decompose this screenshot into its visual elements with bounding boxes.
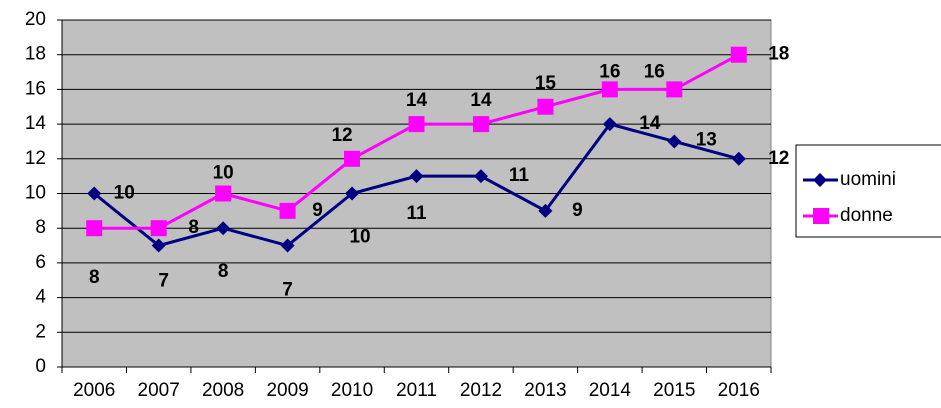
marker <box>473 169 488 184</box>
data-label: 16 <box>599 61 620 82</box>
marker <box>538 203 553 218</box>
data-label: 18 <box>768 44 789 65</box>
y-tick-label: 10 <box>25 183 46 204</box>
data-label: 15 <box>535 73 557 94</box>
data-label: 14 <box>639 113 661 134</box>
data-label: 9 <box>572 200 583 221</box>
legend-label: uomini <box>840 169 896 190</box>
data-label: 10 <box>349 227 370 248</box>
marker <box>667 134 682 149</box>
legend-marker <box>813 208 829 224</box>
y-tick-label: 12 <box>25 148 46 169</box>
x-tick-label: 2013 <box>524 380 566 401</box>
data-label: 7 <box>158 271 169 292</box>
data-label: 13 <box>696 129 717 150</box>
marker <box>601 81 618 98</box>
x-tick-label: 2008 <box>202 380 244 401</box>
data-label: 10 <box>114 183 135 204</box>
marker <box>731 151 746 166</box>
legend-marker <box>813 173 827 187</box>
y-tick-label: 18 <box>25 44 46 65</box>
x-tick-label: 2011 <box>396 380 437 401</box>
data-label: 8 <box>218 261 229 282</box>
y-tick-label: 14 <box>25 113 47 134</box>
y-tick-label: 16 <box>25 78 46 99</box>
data-label: 10 <box>213 163 234 184</box>
data-label: 14 <box>470 90 492 111</box>
y-tick-label: 0 <box>35 356 46 377</box>
marker <box>215 185 232 202</box>
x-tick-label: 2015 <box>653 380 695 401</box>
marker <box>279 202 296 219</box>
x-tick-label: 2014 <box>589 380 632 401</box>
marker <box>730 46 747 63</box>
x-tick-label: 2016 <box>718 380 760 401</box>
legend-label: donne <box>840 205 893 226</box>
x-tick-label: 2010 <box>331 380 373 401</box>
data-label: 8 <box>89 267 100 288</box>
marker <box>666 81 683 98</box>
x-tick-label: 2012 <box>460 380 502 401</box>
data-label: 16 <box>644 61 665 82</box>
data-label: 8 <box>188 217 199 238</box>
x-tick-label: 2007 <box>138 380 180 401</box>
marker <box>409 169 424 184</box>
marker <box>345 186 360 201</box>
y-tick-label: 2 <box>35 321 46 342</box>
marker <box>216 221 231 236</box>
x-tick-label: 2009 <box>266 380 308 401</box>
marker <box>151 238 166 253</box>
y-tick-label: 8 <box>35 217 46 238</box>
data-label: 12 <box>331 125 352 146</box>
data-label: 12 <box>768 148 789 169</box>
marker <box>280 238 295 253</box>
x-tick-label: 2006 <box>73 380 115 401</box>
data-label: 7 <box>282 280 293 301</box>
marker <box>150 220 167 237</box>
y-tick-label: 4 <box>35 287 46 308</box>
marker <box>86 220 103 237</box>
marker <box>537 98 554 115</box>
marker <box>87 186 102 201</box>
y-tick-label: 20 <box>25 9 46 30</box>
data-label: 11 <box>406 203 427 224</box>
data-label: 14 <box>406 90 428 111</box>
marker <box>344 150 361 167</box>
marker <box>472 116 489 133</box>
marker <box>408 116 425 133</box>
marker <box>602 117 617 132</box>
y-tick-label: 6 <box>35 252 46 273</box>
data-label: 11 <box>509 165 530 186</box>
data-label: 9 <box>312 200 323 221</box>
